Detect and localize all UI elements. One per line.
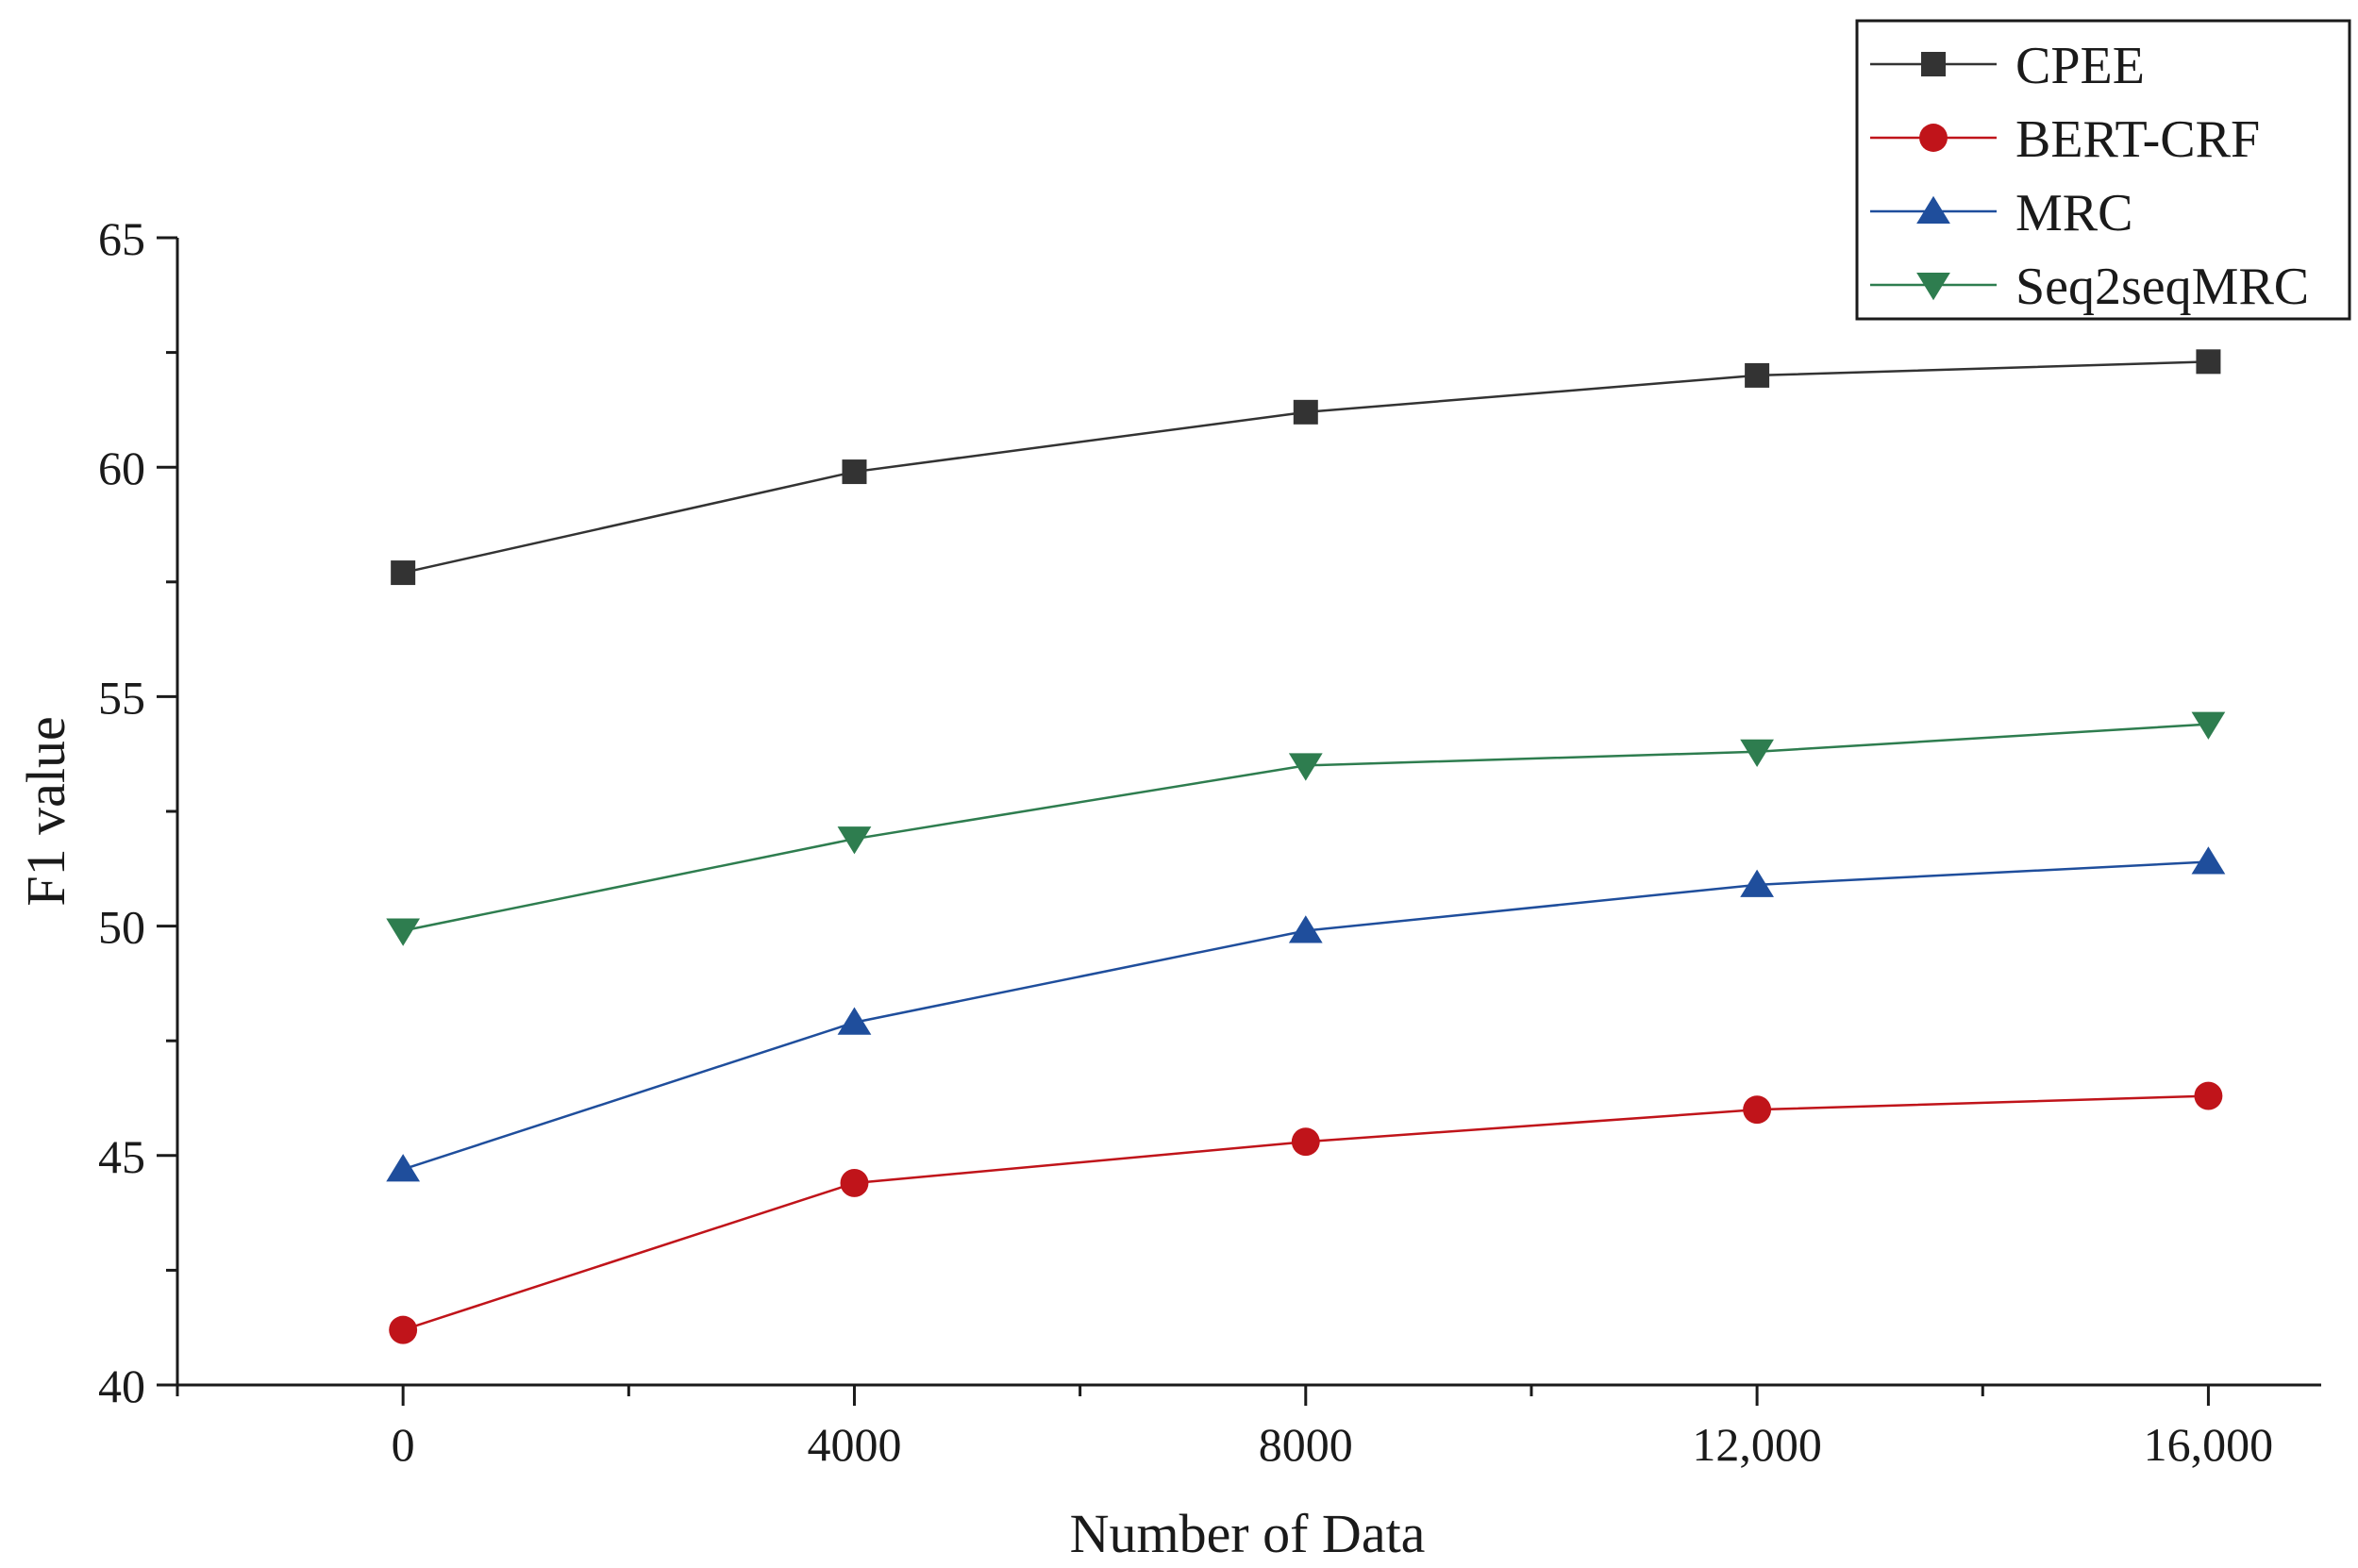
legend-box <box>1855 19 2351 321</box>
data-point <box>386 918 421 946</box>
data-point <box>2191 711 2226 740</box>
x-tick-label: 0 <box>392 1418 415 1471</box>
axes: 40 45 50 55 60 65 0 4000 8000 12,000 16,000 <box>98 212 2321 1471</box>
series-line <box>402 860 2209 1171</box>
x-tick-label: 12,000 <box>1692 1418 1822 1471</box>
x-tick-label: 8000 <box>1259 1418 1353 1471</box>
data-point <box>389 1315 418 1344</box>
data-point <box>837 826 872 855</box>
data-point <box>840 1169 869 1197</box>
data-point <box>1288 753 1323 781</box>
legend-label: Seq2seqMRC <box>2015 258 2309 316</box>
y-tick-label: 65 <box>98 212 145 265</box>
legend-label: CPEE <box>2015 37 2145 95</box>
y-tick-label: 45 <box>98 1130 145 1183</box>
series-mrc <box>386 846 2226 1182</box>
legend-marker <box>1919 124 1948 152</box>
x-tick-label: 4000 <box>807 1418 901 1471</box>
series-line <box>402 360 2209 575</box>
legend-marker <box>1916 273 1950 301</box>
y-tick-label: 50 <box>98 901 145 954</box>
legend: CPEE BERT-CRF MRC Seq2seqMRC <box>1855 19 2351 321</box>
legend-marker <box>1916 195 1950 224</box>
data-point <box>1740 739 1774 768</box>
y-axis-title: F1 value <box>15 716 76 906</box>
y-tick-label: 40 <box>98 1359 145 1412</box>
series-bert-crf <box>389 1081 2223 1344</box>
data-point <box>2194 1081 2223 1110</box>
legend-label: BERT-CRF <box>2015 110 2260 169</box>
series-seq2seqmrc <box>386 711 2226 946</box>
y-tick-label: 55 <box>98 671 145 724</box>
data-point <box>2196 349 2221 375</box>
data-point <box>1288 915 1323 943</box>
data-point <box>2191 846 2226 875</box>
legend-marker <box>1921 52 1946 76</box>
data-point <box>1745 362 1770 388</box>
data-point <box>1291 1127 1320 1157</box>
x-axis-title: Number of Data <box>1070 1503 1426 1563</box>
series-lines <box>386 349 2226 1344</box>
data-point <box>386 1154 421 1182</box>
x-tick-label: 16,000 <box>2144 1418 2274 1471</box>
data-point <box>1743 1095 1772 1125</box>
legend-label: MRC <box>2015 184 2133 242</box>
data-point <box>837 1007 872 1035</box>
data-point <box>391 560 416 586</box>
data-point <box>1293 399 1318 425</box>
series-cpee <box>391 349 2221 586</box>
data-point <box>842 459 867 485</box>
data-point <box>1740 869 1774 897</box>
y-tick-label: 60 <box>98 442 145 494</box>
